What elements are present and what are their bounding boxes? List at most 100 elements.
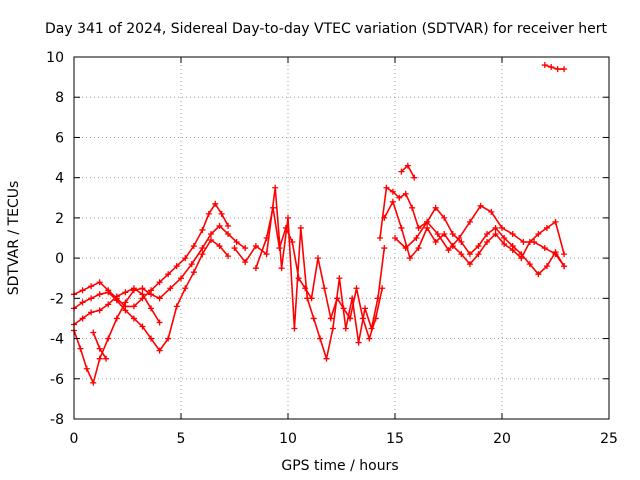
data-point: [415, 245, 422, 252]
data-point: [501, 241, 508, 248]
data-point: [458, 239, 465, 246]
data-point: [554, 66, 561, 73]
data-point: [225, 253, 232, 260]
data-point: [389, 198, 396, 205]
series-sat-track-3: [71, 237, 232, 354]
series-sat-track-11: [398, 162, 418, 181]
data-point: [434, 230, 441, 237]
data-point: [327, 315, 334, 322]
data-point: [340, 305, 347, 312]
data-point: [205, 210, 212, 217]
data-point: [88, 283, 95, 290]
y-tick-label: 2: [55, 211, 64, 227]
data-point: [295, 275, 302, 282]
y-tick-label: -6: [50, 372, 64, 388]
series-sat-track-7: [252, 204, 386, 342]
data-point: [90, 329, 97, 336]
data-point: [342, 325, 349, 332]
data-point: [381, 214, 388, 221]
data-point: [492, 224, 499, 231]
data-point: [458, 251, 465, 258]
data-point: [79, 299, 86, 306]
data-point: [233, 239, 240, 246]
data-point: [406, 255, 413, 262]
data-point: [148, 287, 155, 294]
data-point: [377, 235, 384, 241]
data-point: [449, 230, 456, 237]
data-point: [225, 230, 232, 237]
data-point: [83, 365, 90, 372]
series-sat-track-2: [71, 200, 232, 310]
data-point: [552, 218, 559, 225]
data-point: [518, 255, 525, 262]
data-point: [492, 230, 499, 237]
data-point: [130, 315, 137, 322]
data-point: [113, 315, 120, 322]
data-point: [173, 303, 180, 310]
data-point: [383, 184, 390, 191]
series-sat-track-5: [90, 329, 110, 362]
data-point: [96, 307, 103, 314]
data-point: [499, 224, 505, 231]
data-point: [79, 287, 86, 294]
data-point: [173, 263, 180, 270]
data-point: [113, 293, 120, 300]
data-point: [466, 251, 473, 258]
data-point: [96, 279, 103, 286]
y-tick-label: 10: [46, 50, 64, 66]
series-line: [383, 199, 565, 266]
data-point: [218, 210, 225, 217]
data-point: [90, 379, 97, 386]
data-point: [310, 315, 317, 322]
data-point: [561, 66, 568, 73]
data-point: [207, 230, 214, 237]
data-point: [543, 263, 550, 270]
series-sat-track-10: [392, 202, 568, 270]
series-sat-track-8: [377, 184, 568, 278]
axis-ticks: 0 5 10 15 20 25 -8 -6 -4 -2 0 2 4 6 8 10: [46, 50, 618, 447]
data-point: [531, 239, 538, 246]
data-point: [541, 62, 548, 69]
data-point: [122, 289, 129, 296]
data-point: [302, 285, 309, 292]
data-point: [188, 261, 195, 268]
data-point: [252, 243, 259, 250]
data-point: [466, 218, 473, 225]
series-sat-track-6: [231, 184, 388, 362]
data-point: [441, 230, 448, 237]
data-point: [396, 194, 403, 201]
data-point: [96, 345, 103, 352]
y-tick-label: -4: [50, 332, 64, 348]
data-point: [252, 265, 259, 272]
x-tick-label: 5: [177, 431, 186, 447]
series-line: [73, 202, 229, 308]
data-point: [413, 235, 420, 241]
data-point: [165, 271, 172, 278]
data-point: [329, 325, 336, 332]
data-series: [71, 62, 568, 386]
y-tick-label: 8: [55, 90, 64, 106]
data-point: [509, 230, 516, 237]
data-point: [156, 279, 163, 286]
data-point: [79, 315, 86, 322]
data-point: [282, 224, 289, 231]
data-point: [105, 335, 112, 342]
data-point: [139, 291, 146, 298]
data-point: [130, 285, 137, 292]
data-point: [372, 315, 379, 322]
data-point: [207, 237, 214, 244]
data-point: [272, 184, 279, 191]
y-tick-label: 4: [55, 171, 64, 187]
data-point: [216, 243, 223, 250]
data-point: [366, 335, 373, 342]
data-point: [178, 275, 184, 282]
data-point: [105, 301, 112, 308]
data-point: [139, 285, 146, 292]
data-point: [381, 245, 388, 252]
grid-lines: [74, 57, 609, 419]
data-point: [548, 64, 555, 71]
data-point: [334, 295, 341, 302]
data-point: [270, 204, 277, 211]
series-line: [544, 64, 565, 70]
